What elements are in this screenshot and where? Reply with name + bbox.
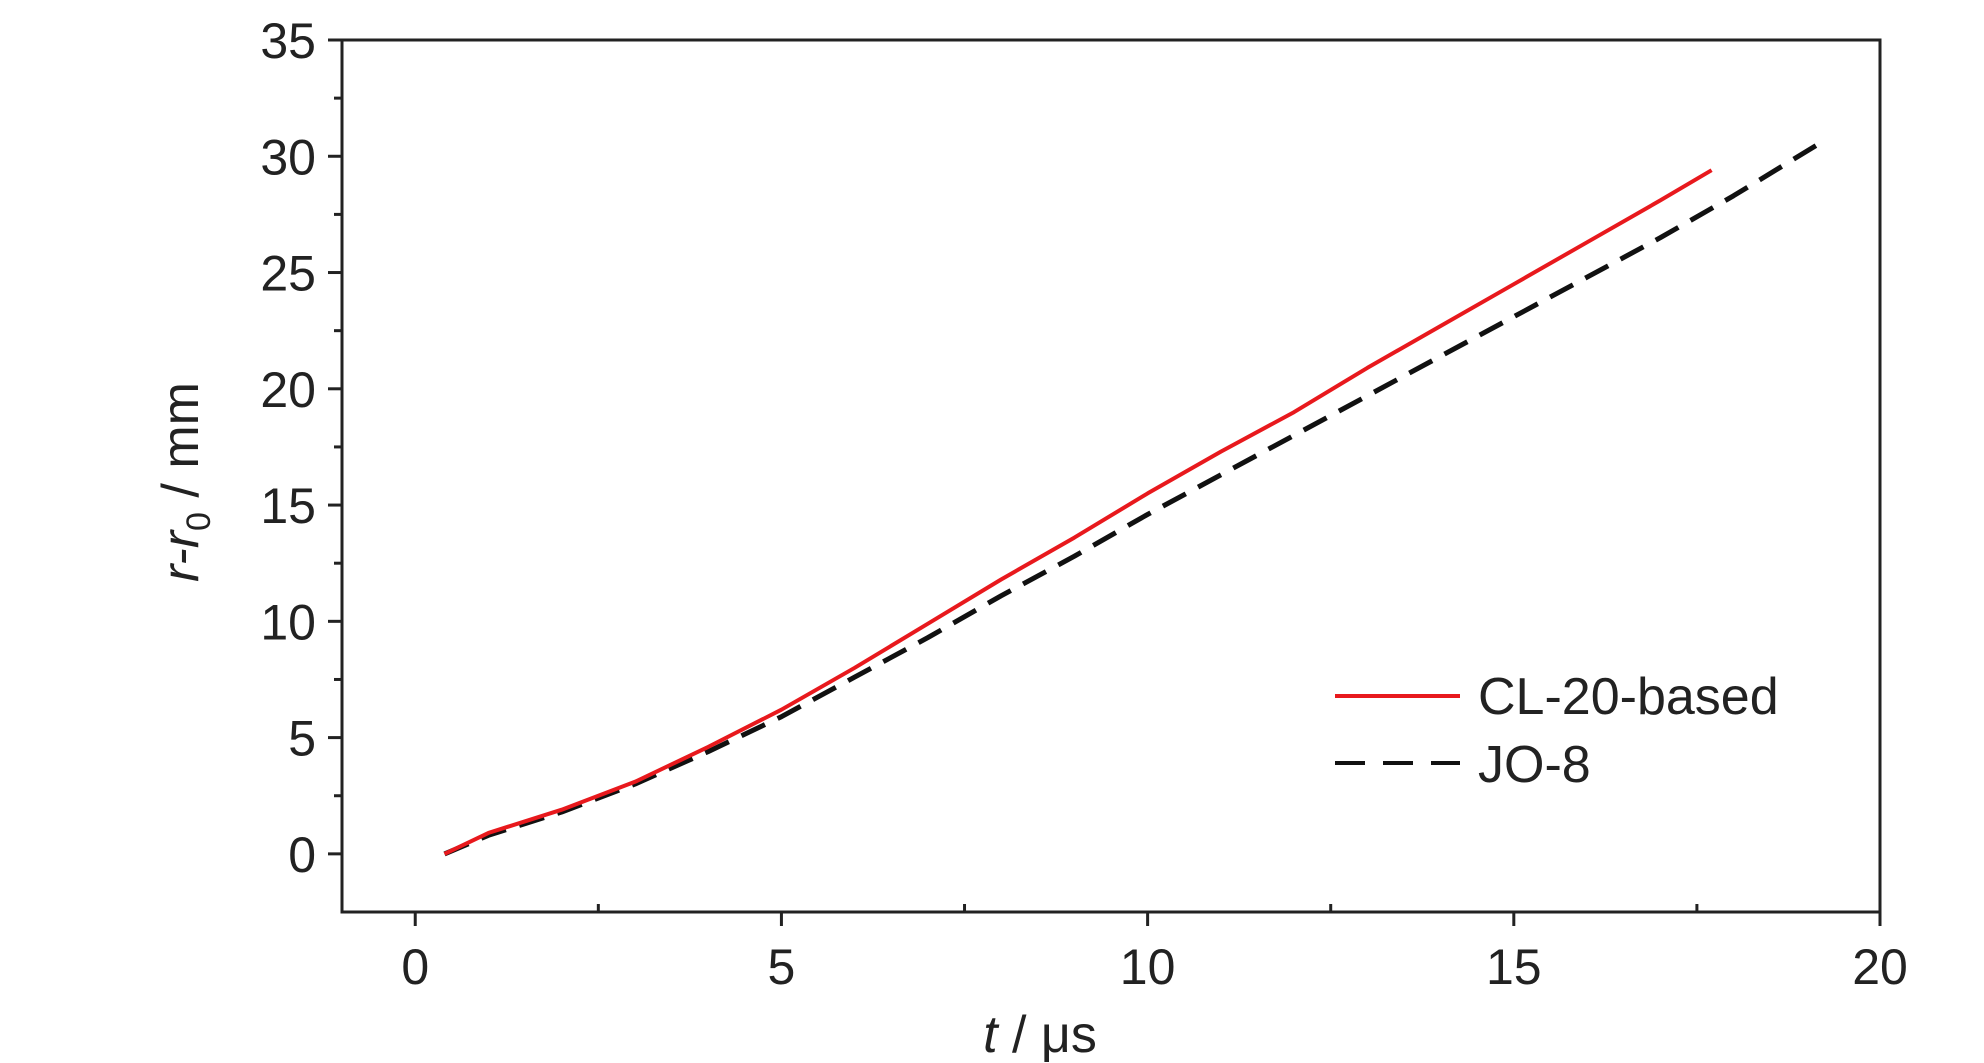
legend: CL-20-based JO-8 (1298, 650, 1828, 800)
x-tick-label: 20 (1852, 939, 1908, 995)
x-axis-title-unit: / μs (998, 1006, 1097, 1063)
y-tick-label: 20 (260, 362, 316, 418)
y-axis-title-var: r-r (152, 528, 210, 582)
series-layer (443, 140, 1823, 857)
y-tick-label: 5 (288, 711, 316, 767)
x-tick-label: 0 (401, 939, 429, 995)
legend-label-jo8: JO-8 (1478, 736, 1591, 794)
plot-frame (340, 38, 1882, 914)
y-axis-title-unit: / mm (152, 382, 210, 512)
y-axis-title: r-r0 / mm (152, 382, 218, 582)
legend-label-cl20: CL-20-based (1478, 668, 1779, 726)
x-tick-label: 10 (1120, 939, 1176, 995)
y-tick-label: 15 (260, 478, 316, 534)
x-axis-title: t / μs (983, 1006, 1097, 1063)
y-tick-label: 0 (288, 827, 316, 883)
y-axis-title-subscript: 0 (180, 512, 218, 531)
series-line-cl-20-based (443, 168, 1713, 856)
y-tick-label: 25 (260, 246, 316, 302)
legend-background (1298, 650, 1828, 800)
y-tick-label: 35 (260, 13, 316, 69)
major-ticks (328, 38, 1882, 926)
tick-labels: 0 5 10 15 20 0 5 10 15 20 25 30 35 (260, 13, 1907, 995)
x-axis-title-var: t (983, 1006, 1000, 1063)
y-tick-label: 30 (260, 129, 316, 185)
y-tick-label: 10 (260, 594, 316, 650)
x-tick-label: 15 (1486, 939, 1542, 995)
series-line-jo-8 (443, 140, 1823, 857)
x-tick-label: 5 (768, 939, 796, 995)
